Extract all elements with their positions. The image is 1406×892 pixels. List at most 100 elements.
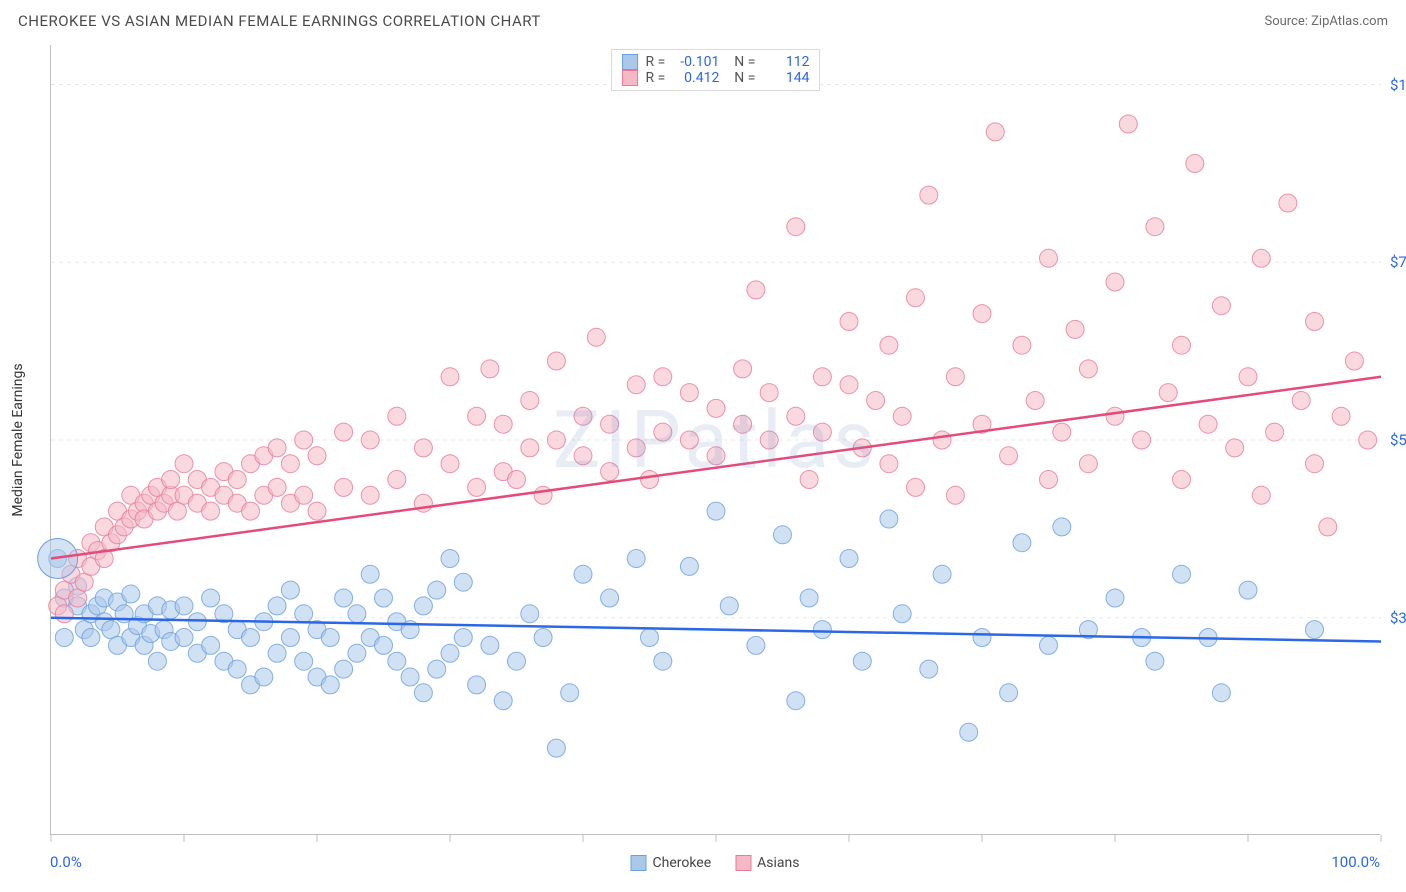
stat-n-label: N = (727, 54, 755, 70)
data-point (986, 123, 1004, 141)
data-point (295, 605, 313, 623)
data-point (840, 550, 858, 568)
data-point (534, 486, 552, 504)
data-point (388, 652, 406, 670)
data-point (747, 636, 765, 654)
data-point (335, 660, 353, 678)
stat-r-label: R = (646, 70, 666, 86)
data-point (202, 589, 220, 607)
data-point (55, 605, 73, 623)
data-point (335, 589, 353, 607)
data-point (1079, 455, 1097, 473)
data-point (960, 723, 978, 741)
data-point (1306, 313, 1324, 331)
data-point (1159, 384, 1177, 402)
legend-swatch (622, 70, 638, 86)
y-tick-label: $100,000 (1382, 76, 1406, 94)
data-point (414, 439, 432, 457)
data-point (893, 407, 911, 425)
data-point (1106, 273, 1124, 291)
stat-n-value: 112 (763, 54, 809, 70)
data-point (840, 376, 858, 394)
legend-swatch (622, 54, 638, 70)
legend-stat-row: R =0.412 N =144 (622, 70, 810, 86)
data-point (1319, 518, 1337, 536)
data-point (534, 629, 552, 647)
data-point (268, 439, 286, 457)
data-point (281, 581, 299, 599)
data-point (1013, 336, 1031, 354)
data-point (680, 557, 698, 575)
data-point (508, 652, 526, 670)
data-point (168, 502, 186, 520)
data-point (1173, 336, 1191, 354)
data-point (720, 597, 738, 615)
data-point (228, 660, 246, 678)
data-point (441, 368, 459, 386)
legend-swatch (631, 855, 647, 871)
data-point (1119, 115, 1137, 133)
data-point (1306, 455, 1324, 473)
data-point (1292, 392, 1310, 410)
legend-item: Cherokee (631, 855, 712, 871)
data-point (973, 629, 991, 647)
data-point (1079, 360, 1097, 378)
data-point (1306, 621, 1324, 639)
data-point (441, 644, 459, 662)
data-point (1279, 194, 1297, 212)
data-point (335, 423, 353, 441)
data-point (281, 629, 299, 647)
stat-n-value: 144 (763, 70, 809, 86)
data-point (1266, 423, 1284, 441)
data-point (893, 605, 911, 623)
data-point (202, 502, 220, 520)
legend-label: Asians (757, 855, 799, 871)
data-point (601, 415, 619, 433)
data-point (654, 423, 672, 441)
data-point (707, 447, 725, 465)
legend-item: Asians (735, 855, 799, 871)
data-point (1040, 471, 1058, 489)
data-point (734, 360, 752, 378)
data-point (388, 471, 406, 489)
data-point (641, 629, 659, 647)
data-point (813, 368, 831, 386)
data-point (627, 376, 645, 394)
stat-n-label: N = (727, 70, 755, 86)
data-point (1212, 684, 1230, 702)
data-point (494, 415, 512, 433)
data-point (102, 621, 120, 639)
data-point (481, 636, 499, 654)
data-point (1345, 352, 1363, 370)
data-point (1053, 423, 1071, 441)
data-point (414, 597, 432, 615)
data-point (1359, 431, 1377, 449)
data-point (973, 305, 991, 323)
data-point (707, 502, 725, 520)
data-point (521, 439, 539, 457)
y-tick-label: $32,500 (1382, 609, 1406, 627)
data-point (1013, 534, 1031, 552)
data-point (840, 313, 858, 331)
data-point (1066, 320, 1084, 338)
data-point (494, 692, 512, 710)
data-point (1146, 218, 1164, 236)
data-point (348, 605, 366, 623)
data-point (481, 360, 499, 378)
data-point (907, 289, 925, 307)
y-tick-label: $77,500 (1382, 253, 1406, 271)
data-point (853, 652, 871, 670)
data-point (75, 573, 93, 591)
data-point (428, 581, 446, 599)
data-point (335, 478, 353, 496)
data-point (281, 455, 299, 473)
data-point (574, 565, 592, 583)
data-point (468, 407, 486, 425)
data-point (654, 652, 672, 670)
data-point (800, 589, 818, 607)
data-point (295, 486, 313, 504)
data-point (348, 644, 366, 662)
data-point (574, 407, 592, 425)
legend-label: Cherokee (653, 855, 712, 871)
data-point (920, 660, 938, 678)
